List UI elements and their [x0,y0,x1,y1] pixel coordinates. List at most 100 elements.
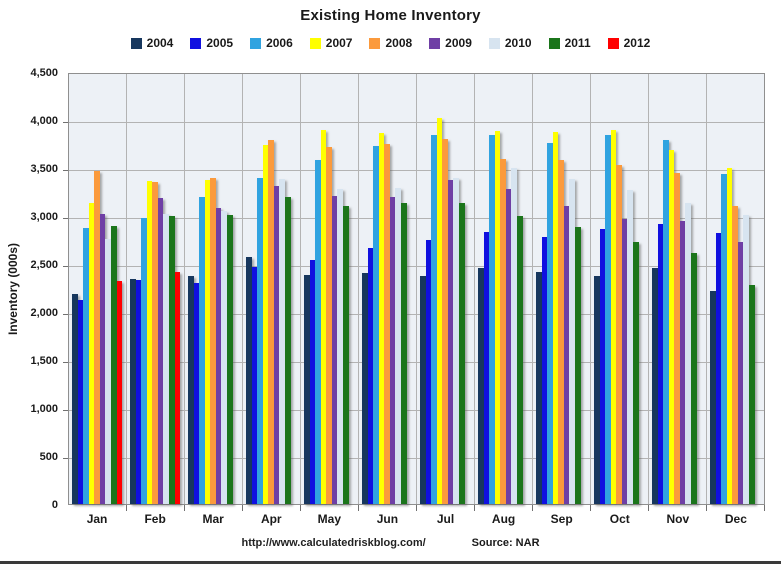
bar-2011-aug [516,216,523,504]
bar-2007-oct [610,130,617,504]
legend-label-2009: 2009 [445,36,472,50]
x-axis-label-oct: Oct [609,512,630,526]
bar-slot [505,74,512,504]
bar-2009-mar [215,207,222,504]
legend-label-2011: 2011 [564,36,591,50]
month-group-dec [707,74,765,511]
bar-slot [594,74,600,504]
bar-2007-mar [204,180,211,504]
legend-swatch-2006 [250,37,262,49]
x-axis-label-apr: Apr [260,512,282,526]
bar-2005-feb [135,280,142,504]
bar-slot [395,74,401,504]
bar-2006-oct [605,135,611,504]
bar-2010-oct [627,189,633,504]
bar-2004-sep [536,271,542,504]
bar-slot [349,74,355,504]
bar-2007-jan [88,203,95,504]
bar-slot [251,74,258,504]
legend-label-2008: 2008 [385,36,413,50]
month-group-nov [649,74,707,511]
bar-2007-jun [378,133,385,504]
bar-2009-sep [563,205,570,504]
bar-2007-apr [262,144,269,504]
bar-slot [204,74,211,504]
legend-label-2004: 2004 [146,36,174,50]
bar-2004-jan [72,293,78,504]
bar-2007-dec [726,167,733,504]
bar-slot [726,74,733,504]
bar-slot [77,74,84,504]
bar-slot [420,74,426,504]
bar-slot [710,74,716,504]
legend-swatch-2010 [488,37,500,49]
bar-2009-nov [679,221,686,504]
bar-slot [83,74,89,504]
bar-2008-apr [268,139,274,504]
bar-2011-feb [168,216,175,504]
footer-url: http://www.calculatedriskblog.com/ [241,537,426,549]
bar-slot [304,74,310,504]
bar-slot [210,74,216,504]
legend-swatch-2012 [607,37,619,49]
legend-label-2010: 2010 [504,36,532,50]
bar-2005-jul [425,240,432,504]
bar-2008-mar [210,178,216,504]
bar-slot [163,74,169,504]
bar-2007-sep [552,132,559,504]
x-axis-label-nov: Nov [666,512,690,526]
bar-slot [536,74,542,504]
bar-2006-jan [83,227,89,504]
bar-slot [547,74,553,504]
bar-slot [94,74,100,504]
bar-slot [188,74,194,504]
y-axis-tick-label: 3,000 [30,211,58,223]
bar-slot [685,74,691,504]
bar-2004-nov [652,267,658,504]
bar-slot [483,74,490,504]
month-group-jun [359,74,417,511]
bar-slot [478,74,484,504]
bar-2006-sep [547,142,553,504]
bar-2010-jan [105,239,111,504]
bar-slot [721,74,727,504]
month-group-mar [185,74,243,511]
bar-slot [130,74,136,504]
bar-2006-jun [373,145,379,504]
bar-slot [262,74,269,504]
bar-2004-apr [246,257,252,504]
bar-slot [690,74,697,504]
bar-slot [233,74,239,504]
bar-slot [99,74,106,504]
bar-2008-aug [500,159,506,504]
bar-2008-dec [732,205,738,504]
bar-slot [581,74,587,504]
bar-slot [737,74,744,504]
bar-2012-jan [116,281,123,504]
bar-2011-oct [632,242,639,504]
legend-item-2012: 2012 [607,36,650,50]
bar-slot [500,74,506,504]
bar-2004-aug [478,267,484,504]
month-group-feb [127,74,185,511]
bar-slot [494,74,501,504]
bar-slot [743,74,749,504]
bar-slot [748,74,755,504]
bar-2004-dec [710,290,716,504]
bar-2011-jan [110,225,117,504]
bar-slot [599,74,606,504]
bar-2005-apr [251,267,258,504]
month-group-may [301,74,359,511]
bar-slot [226,74,233,504]
legend-swatch-2011 [548,37,560,49]
y-axis-tick-label: 1,500 [30,355,58,367]
bar-slot [362,74,368,504]
bar-slot [373,74,379,504]
legend-label-2005: 2005 [206,36,234,50]
bar-slot [627,74,633,504]
bar-2005-dec [715,232,722,504]
bar-slot [141,74,147,504]
bar-2008-jan [94,171,100,504]
bar-slot [621,74,628,504]
bar-slot [152,74,158,504]
